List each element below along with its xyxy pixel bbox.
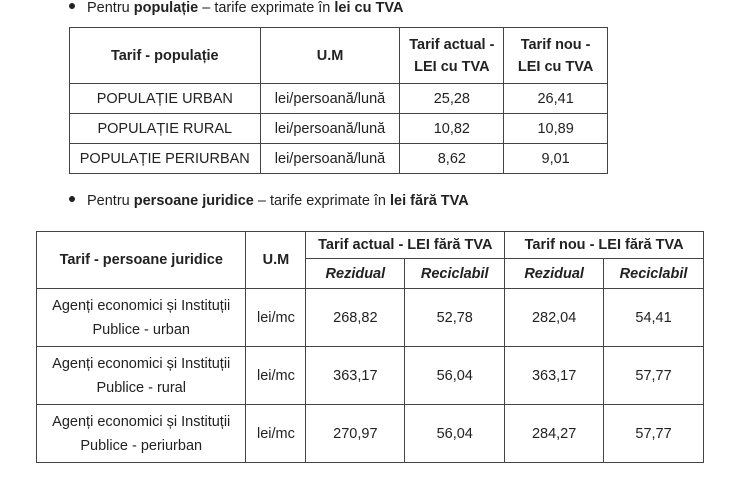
table-row: POPULAȚIE PERIURBAN lei/persoană/lună 8,… [69,143,608,174]
bullet-bold: lei fără TVA [390,193,469,209]
table-row: Agenți economici și Instituții Publice -… [35,346,704,405]
column-subheader: Rezidual [305,258,406,289]
table-cell: lei/persoană/lună [259,143,401,174]
table-row: Agenți economici și Instituții Publice -… [35,404,704,463]
bullet-persoane-juridice: Pentru persoane juridice – tarife exprim… [69,193,469,209]
table-cell: 54,41 [603,288,704,347]
table-cell: lei/mc [245,288,307,347]
table-subheader-row: Rezidual Reciclabil Rezidual Reciclabil [37,258,704,289]
table-row: Agenți economici și Instituții Publice -… [35,288,704,347]
column-header: Tarif - persoane juridice [35,231,247,289]
table-cell: 363,17 [305,346,406,405]
tarife-persoane-juridice-table: Tarif - persoane juridice U.M Tarif actu… [35,231,704,463]
table-cell: 57,77 [603,346,704,405]
table-cell: 10,89 [503,113,608,144]
table-cell: 363,17 [504,346,605,405]
table-row: POPULAȚIE RURAL lei/persoană/lună 10,82 … [69,113,608,144]
table-row: POPULAȚIE URBAN lei/persoană/lună 25,28 … [69,83,608,114]
table-cell: 26,41 [503,83,608,114]
table-cell: 57,77 [603,404,704,463]
column-header: U.M [245,231,307,289]
table-cell: 10,82 [399,113,505,144]
column-header: Tarif - populație [69,27,261,84]
bullet-bold: populație [133,0,199,16]
bullet-text: Pentru [87,193,134,209]
table-cell: 25,28 [399,83,505,114]
bullet-text: – tarife exprimate în [253,193,391,209]
table-cell: Agenți economici și Instituții Publice -… [35,404,247,463]
column-header: Tarif actual - LEI cu TVA [399,27,505,84]
bullet-bold: lei cu TVA [334,0,404,16]
tarife-populatie-table: Tarif - populație U.M Tarif actual - LEI… [69,27,608,174]
column-header: U.M [259,27,401,84]
column-header: Tarif nou - LEI fără TVA [504,231,704,259]
bullet-populatie: Pentru populație – tarife exprimate în l… [69,0,403,16]
table-cell: 270,97 [305,404,406,463]
column-header: Tarif nou - LEI cu TVA [503,27,608,84]
table-cell: 56,04 [404,404,506,463]
table-cell: Agenți economici și Instituții Publice -… [35,346,247,405]
table-cell: 52,78 [404,288,506,347]
column-subheader: Reciclabil [404,258,506,289]
column-header: Tarif actual - LEI fără TVA [305,231,506,259]
table-cell: Agenți economici și Instituții Publice -… [35,288,247,347]
bullet-bold: persoane juridice [133,193,254,209]
table-cell: 8,62 [399,143,505,174]
table-cell: 282,04 [504,288,605,347]
table-cell: lei/mc [245,346,307,405]
table-cell: POPULAȚIE URBAN [69,83,261,114]
table-cell: lei/mc [245,404,307,463]
column-subheader: Rezidual [504,258,605,289]
table-cell: POPULAȚIE PERIURBAN [69,143,261,174]
column-subheader: Reciclabil [603,258,704,289]
bullet-icon [69,3,75,10]
table-cell: 56,04 [404,346,506,405]
table-header-row: Tarif - populație U.M Tarif actual - LEI… [69,27,608,84]
table-cell: 9,01 [503,143,608,174]
bullet-icon [69,196,75,203]
bullet-text: – tarife exprimate în [198,0,335,16]
table-cell: lei/persoană/lună [259,83,401,114]
bullet-text: Pentru [87,0,134,16]
table-cell: 284,27 [504,404,605,463]
table-cell: 268,82 [305,288,406,347]
table-cell: POPULAȚIE RURAL [69,113,261,144]
table-cell: lei/persoană/lună [259,113,401,144]
table-header-row: Tarif - persoane juridice U.M Tarif actu… [35,231,704,289]
